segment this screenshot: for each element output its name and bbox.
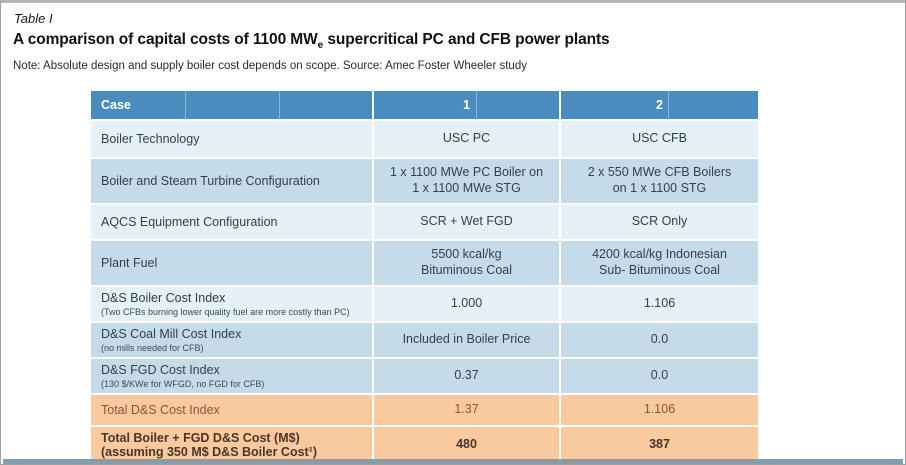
table-cell-col1: 1 x 1100 MWe PC Boiler on 1 x 1100 MWe S… [374,159,559,203]
table-cell-col2: USC CFB [561,121,758,157]
table-cell-col2: 4200 kcal/kg Indonesian Sub- Bituminous … [561,241,758,285]
header-cell-case-1: 1 [374,91,559,119]
table-cell-col2: SCR Only [561,205,758,239]
header-separator [279,91,280,119]
title-suffix: supercritical PC and CFB power plants [323,31,610,48]
table-grid: Case 1 2 Boiler Technology USC PC USC CFB B… [91,91,758,463]
table-row-label: D&S Boiler Cost Index (Two CFBs burning l… [91,287,372,321]
table-row-label: Total D&S Cost Index [91,395,372,425]
table-cell-col1: 0.37 [374,359,559,393]
cost-comparison-table: Case 1 2 Boiler Technology USC PC USC CFB B… [91,91,758,463]
table-cell-col2: 0.0 [561,323,758,357]
table-cell-col2: 0.0 [561,359,758,393]
table-cell-col1: Included in Boiler Price [374,323,559,357]
bottom-cropped-bar [3,459,903,464]
page-title: A comparison of capital costs of 1100 MW… [13,31,610,51]
table-cell-col2: 1.106 [561,395,758,425]
header-separator [476,91,477,119]
row-sublabel-text: (130 $/KWe for WFGD, no FGD for CFB) [101,378,265,389]
row-label-text: Plant Fuel [101,255,158,270]
header-cell-case: Case [91,91,372,119]
title-prefix: A comparison of capital costs of 1100 MW [13,31,318,48]
table-row-label: Boiler Technology [91,121,372,157]
row-label-text: Boiler and Steam Turbine Configuration [101,173,320,188]
table-cell-col2: 1.106 [561,287,758,321]
table-cell-col1: 480 [374,427,559,463]
row-sublabel-text: (Two CFBs burning lower quality fuel are… [101,306,350,317]
table-cell-col1: SCR + Wet FGD [374,205,559,239]
source-note: Note: Absolute design and supply boiler … [13,60,527,72]
row-label-text: D&S Boiler Cost Index [101,291,226,306]
row-label-text: Total Boiler + FGD D&S Cost (M$) (assumi… [101,430,318,459]
row-label-text: D&S FGD Cost Index [101,363,220,378]
table-cell-col2: 387 [561,427,758,463]
table-number-label: Table I [14,11,53,26]
row-label-text: D&S Coal Mill Cost Index [101,327,242,342]
table-cell-col1: 5500 kcal/kg Bituminous Coal [374,241,559,285]
table-row-label: AQCS Equipment Configuration [91,205,372,239]
row-label-text: Boiler Technology [101,131,200,146]
table-row-label: Boiler and Steam Turbine Configuration [91,159,372,203]
header-separator [185,91,186,119]
table-row-label: Total Boiler + FGD D&S Cost (M$) (assumi… [91,427,372,463]
table-cell-col1: USC PC [374,121,559,157]
table-cell-col1: 1.000 [374,287,559,321]
table-row-label: D&S Coal Mill Cost Index (no mills needed… [91,323,372,357]
row-label-text: Total D&S Cost Index [101,402,220,417]
header-separator [668,91,669,119]
header-cell-case-2: 2 [561,91,758,119]
table-cell-col2: 2 x 550 MWe CFB Boilers on 1 x 1100 STG [561,159,758,203]
table-cell-col1: 1.37 [374,395,559,425]
table-row-label: D&S FGD Cost Index (130 $/KWe for WFGD, n… [91,359,372,393]
title-subscript: e [317,40,324,52]
table-row-label: Plant Fuel [91,241,372,285]
row-label-text: AQCS Equipment Configuration [101,214,278,229]
row-sublabel-text: (no mills needed for CFB) [101,342,204,353]
